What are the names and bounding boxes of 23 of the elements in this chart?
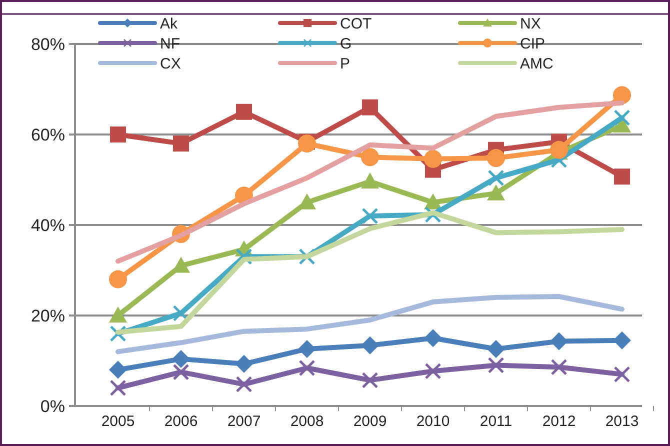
y-tick-label: 80% — [30, 34, 65, 54]
x-tick-label: 2008 — [290, 413, 324, 430]
x-tick-label: 2010 — [416, 413, 450, 430]
x-tick-label: 2012 — [542, 413, 576, 430]
legend-label: NX — [520, 15, 541, 32]
x-tick-label: 2013 — [605, 413, 639, 430]
legend-label: CX — [160, 55, 181, 72]
y-tick-label: 20% — [30, 306, 65, 326]
legend-label: COT — [340, 15, 372, 32]
x-tick-label: 2007 — [227, 413, 261, 430]
legend-label: Ak — [160, 15, 178, 32]
legend-label: P — [340, 55, 350, 72]
x-tick-label: 2009 — [353, 413, 387, 430]
y-tick-label: 60% — [30, 125, 65, 144]
x-tick-label: 2011 — [480, 413, 512, 430]
legend-label: CIP — [520, 35, 546, 52]
x-tick-label: 2005 — [101, 413, 135, 430]
legend-label: AMC — [520, 55, 554, 72]
x-tick-label: 2006 — [164, 413, 198, 430]
y-tick-label: 40% — [30, 216, 65, 235]
y-tick-label: 0% — [40, 396, 65, 416]
legend-label: G — [340, 35, 352, 52]
legend-label: NF — [160, 35, 180, 52]
